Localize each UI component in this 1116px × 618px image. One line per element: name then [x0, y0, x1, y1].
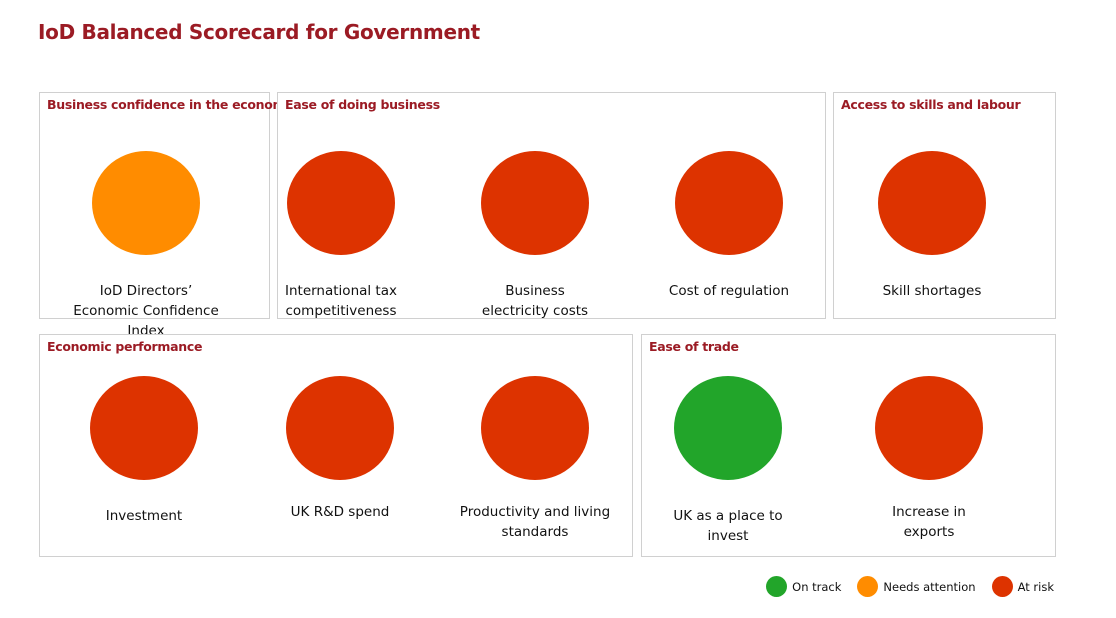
indicator-label: UK as a place to invest: [673, 508, 783, 544]
panel-title: Access to skills and labour: [841, 97, 1021, 112]
indicator-cost-of-regulation: Cost of regulation: [634, 151, 824, 301]
status-dot: [878, 151, 986, 255]
panel-ease-of-trade: Ease of trade UK as a place to invest In…: [641, 334, 1056, 557]
indicator-label: IoD Directors’ Economic Confidence Index: [73, 283, 219, 339]
legend-dot: [991, 576, 1013, 597]
panel-business-confidence: Business confidence in the economy IoD D…: [39, 92, 293, 339]
indicator-rd-spend: UK R&D spend: [245, 376, 435, 522]
legend-dot: [857, 576, 879, 597]
status-dot: [481, 151, 589, 255]
indicator-label: Investment: [105, 508, 183, 524]
panel-skills-and-labour: Access to skills and labour Skill shorta…: [833, 92, 1056, 319]
status-dot: [674, 376, 782, 480]
status-dot: [92, 151, 200, 255]
indicator-label: Productivity and living standards: [459, 504, 611, 540]
indicator-label: Cost of regulation: [668, 283, 790, 299]
panel-economic-performance: Economic performance Investment UK R&D s…: [39, 334, 633, 557]
indicator-investment: Investment: [49, 376, 239, 526]
indicator-international-tax: International tax competitiveness: [246, 151, 436, 321]
legend-label: Needs attention: [883, 579, 976, 594]
status-dot: [287, 151, 395, 255]
legend-item-needs-attention: Needs attention: [857, 576, 976, 597]
panel-title: Ease of doing business: [285, 97, 440, 112]
legend-item-on-track: On track: [766, 576, 841, 597]
indicator-label: Business electricity costs: [481, 283, 589, 319]
indicator-label: International tax competitiveness: [284, 283, 397, 319]
indicator-label: Skill shortages: [882, 283, 982, 299]
status-dot: [481, 376, 589, 480]
page-title: IoD Balanced Scorecard for Government: [38, 20, 480, 44]
indicator-economic-confidence-index: IoD Directors’ Economic Confidence Index: [51, 151, 241, 341]
indicator-skill-shortages: Skill shortages: [837, 151, 1027, 301]
indicator-place-to-invest: UK as a place to invest: [633, 376, 823, 546]
status-dot: [286, 376, 394, 480]
legend-label: At risk: [1017, 579, 1054, 594]
indicator-electricity-costs: Business electricity costs: [440, 151, 630, 321]
panel-title: Economic performance: [47, 339, 203, 354]
panel-title: Business confidence in the economy: [47, 97, 294, 112]
indicator-productivity: Productivity and living standards: [440, 376, 630, 542]
status-dot: [875, 376, 983, 480]
legend-label: On track: [792, 579, 842, 594]
indicator-label: Increase in exports: [892, 504, 966, 540]
status-dot: [675, 151, 783, 255]
status-dot: [90, 376, 198, 480]
panel-title: Ease of trade: [649, 339, 739, 354]
panel-ease-of-doing-business: Ease of doing business International tax…: [277, 92, 826, 319]
legend-dot: [766, 576, 788, 597]
legend: On track Needs attention At risk: [750, 576, 1054, 597]
indicator-exports: Increase in exports: [834, 376, 1024, 542]
legend-item-at-risk: At risk: [991, 576, 1054, 597]
indicator-label: UK R&D spend: [290, 504, 390, 520]
